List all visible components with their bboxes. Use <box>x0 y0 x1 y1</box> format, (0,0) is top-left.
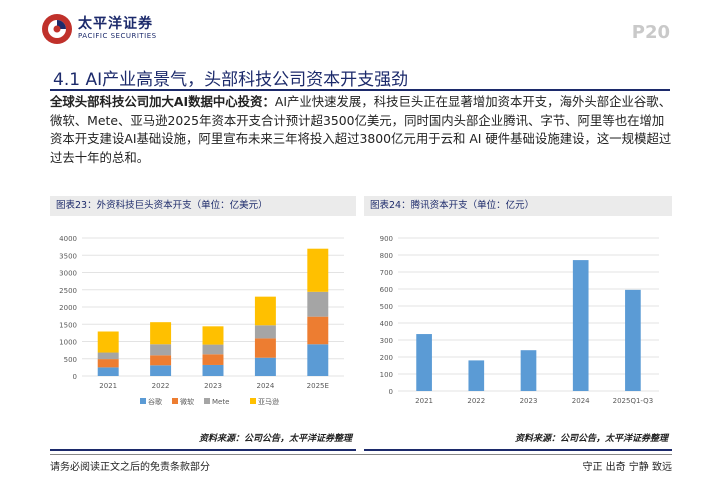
y-tick-label: 2000 <box>59 304 77 312</box>
y-tick-label: 900 <box>380 235 393 243</box>
y-tick-label: 500 <box>380 303 393 311</box>
bar <box>307 248 329 292</box>
chart-caption: 图表24：腾讯资本开支（单位：亿元） <box>364 196 672 216</box>
x-tick-label: 2021 <box>99 382 117 390</box>
bar <box>97 359 119 368</box>
y-tick-label: 500 <box>64 356 77 364</box>
y-tick-label: 0 <box>73 373 77 381</box>
legend-swatch <box>204 398 210 404</box>
y-tick-label: 600 <box>380 286 393 294</box>
title-divider <box>50 89 670 91</box>
legend-swatch <box>250 398 256 404</box>
chart-source: 资料来源：公司公告，太平洋证券整理 <box>514 434 668 444</box>
chart-panel-foreign-capex: 图表23：外资科技巨头资本开支（单位：亿美元） 0 500 1000 1500 2000… <box>50 196 356 451</box>
logo-emblem-icon <box>42 14 72 44</box>
bar <box>150 344 172 356</box>
y-tick-label: 1500 <box>59 321 77 329</box>
y-tick-label: 2500 <box>59 287 77 295</box>
bar <box>97 352 119 360</box>
x-tick-label: 2025Q1-Q3 <box>613 397 654 405</box>
y-tick-label: 700 <box>380 269 393 277</box>
chart-source: 资料来源：公司公告，太平洋证券整理 <box>198 434 352 444</box>
chart-panel-tencent-capex: 图表24：腾讯资本开支（单位：亿元） 0 100 200 300 400 500 600 70… <box>364 196 672 451</box>
footer-disclaimer: 请务必阅读正文之后的免责条款部分 <box>50 462 210 473</box>
bar <box>625 289 641 391</box>
y-tick-label: 3000 <box>59 270 77 278</box>
bar <box>520 350 537 391</box>
bar <box>254 296 276 326</box>
y-tick-label: 400 <box>380 320 393 328</box>
bar <box>202 326 224 345</box>
paragraph-body: AI产业快速发展，科技巨头正在显著增加资本开支，海外头部企业谷歌、微软、Mete… <box>50 94 672 165</box>
footer-divider <box>50 454 672 455</box>
chart-caption: 图表23：外资科技巨头资本开支（单位：亿美元） <box>50 196 356 216</box>
x-tick-label: 2022 <box>152 382 170 390</box>
x-tick-label: 2024 <box>572 397 590 405</box>
legend-label: 谷歌 <box>148 397 162 406</box>
y-tick-label: 800 <box>380 252 393 260</box>
legend-label: Mete <box>212 398 229 406</box>
legend-label: 微软 <box>180 397 194 406</box>
logo-name-en: PACIFIC SECURITIES <box>78 32 157 40</box>
x-tick-label: 2023 <box>204 382 222 390</box>
bar <box>150 355 172 366</box>
footer-motto: 守正 出奇 宁静 致远 <box>582 462 672 473</box>
bar <box>307 344 329 376</box>
bar <box>97 367 119 376</box>
x-tick-label: 2021 <box>415 397 433 405</box>
y-tick-label: 1000 <box>59 339 77 347</box>
bar <box>468 360 485 391</box>
bar <box>307 316 329 345</box>
y-tick-label: 3500 <box>59 252 77 260</box>
x-tick-label: 2022 <box>467 397 485 405</box>
y-tick-label: 4000 <box>59 235 77 243</box>
bar <box>202 344 224 355</box>
section-title: 4.1 AI产业高景气，头部科技公司资本开支强劲 <box>50 62 670 90</box>
bar <box>150 322 172 345</box>
intro-paragraph: 全球头部科技公司加大AI数据中心投资：AI产业快速发展，科技巨头正在显著增加资本… <box>50 93 672 167</box>
legend-swatch <box>140 398 146 404</box>
bar <box>97 331 119 353</box>
bar <box>254 357 276 376</box>
y-tick-label: 0 <box>389 388 393 396</box>
bar <box>307 291 329 317</box>
bar <box>416 334 432 391</box>
x-tick-label: 2023 <box>520 397 538 405</box>
bar <box>572 260 589 391</box>
y-tick-label: 300 <box>380 337 393 345</box>
logo-name-cn: 太平洋证券 <box>78 16 153 32</box>
bar-chart: 0 100 200 300 400 500 600 700 800 900 2021 2022 2023… <box>380 235 659 405</box>
bar <box>202 364 224 376</box>
bar <box>254 325 276 339</box>
paragraph-lead: 全球头部科技公司加大AI数据中心投资： <box>50 94 275 109</box>
bar <box>202 354 224 365</box>
x-tick-label: 2024 <box>256 382 274 390</box>
legend-swatch <box>172 398 178 404</box>
section-title-text: 4.1 AI产业高景气，头部科技公司资本开支强劲 <box>53 70 409 90</box>
legend-label: 亚马逊 <box>258 397 279 406</box>
y-tick-label: 100 <box>380 371 393 379</box>
bar <box>150 365 172 376</box>
page-number: P20 <box>631 22 670 43</box>
bar <box>254 338 276 358</box>
company-logo: 太平洋证券 PACIFIC SECURITIES <box>40 12 200 52</box>
x-tick-label: 2025E <box>307 382 329 390</box>
stacked-bar-chart: 0 500 1000 1500 2000 2500 3000 3500 4000 2021 2022… <box>59 235 344 406</box>
y-tick-label: 200 <box>380 354 393 362</box>
